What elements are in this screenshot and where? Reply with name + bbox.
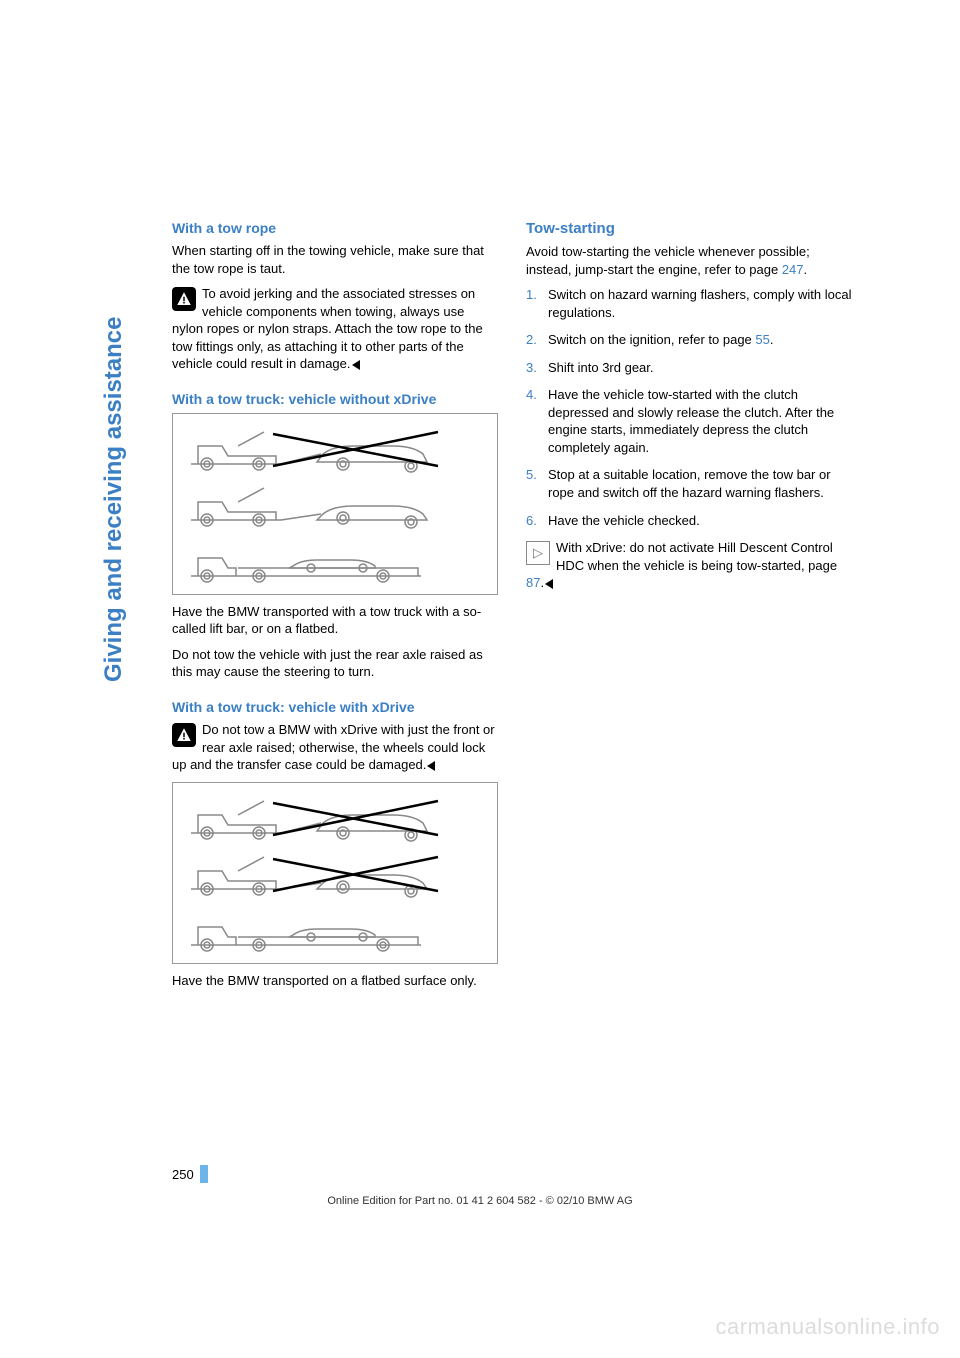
- figure-row: [183, 793, 487, 843]
- text-paragraph: Do not tow the vehicle with just the rea…: [172, 646, 498, 681]
- step-number: 3.: [526, 359, 537, 377]
- step-number: 1.: [526, 286, 537, 304]
- warning-text: To avoid jerking and the associated stre…: [172, 286, 483, 371]
- page-reference[interactable]: 55: [755, 332, 769, 347]
- text-paragraph: Have the BMW transported on a flatbed su…: [172, 972, 498, 990]
- list-item: 3. Shift into 3rd gear.: [526, 359, 852, 377]
- step-text: Switch on hazard warning flashers, compl…: [548, 287, 851, 320]
- heading-tow-starting: Tow-starting: [526, 220, 852, 237]
- left-column: With a tow rope When starting off in the…: [172, 220, 498, 997]
- warning-paragraph: To avoid jerking and the associated stre…: [172, 285, 498, 373]
- step-text: Have the vehicle tow-started with the cl…: [548, 387, 834, 455]
- step-text: Shift into 3rd gear.: [548, 360, 654, 375]
- text-paragraph: Have the BMW transported with a tow truc…: [172, 603, 498, 638]
- steps-list: 1. Switch on hazard warning flashers, com…: [526, 286, 852, 529]
- note-paragraph: ▷ With xDrive: do not activate Hill Desc…: [526, 539, 852, 592]
- figure-row: [183, 480, 487, 530]
- step-number: 2.: [526, 331, 537, 349]
- right-column: Tow-starting Avoid tow-starting the vehi…: [526, 220, 852, 997]
- step-number: 6.: [526, 512, 537, 530]
- figure-row: [183, 424, 487, 474]
- page-number: 250: [172, 1167, 194, 1182]
- figure-row: [183, 536, 487, 586]
- heading-tow-truck-no-xdrive: With a tow truck: vehicle without xDrive: [172, 391, 498, 407]
- figure-row: [183, 849, 487, 899]
- note-text: With xDrive: do not activate Hill Descen…: [556, 540, 837, 573]
- step-number: 5.: [526, 466, 537, 484]
- text-paragraph: Avoid tow-starting the vehicle whenever …: [526, 243, 852, 278]
- warning-icon: [172, 287, 196, 311]
- step-text: Have the vehicle checked.: [548, 513, 700, 528]
- warning-paragraph: Do not tow a BMW with xDrive with just t…: [172, 721, 498, 774]
- figure-row: [183, 905, 487, 955]
- note-icon: ▷: [526, 541, 550, 565]
- page-reference[interactable]: 87: [526, 575, 540, 590]
- list-item: 4. Have the vehicle tow-started with the …: [526, 386, 852, 456]
- text-span: Avoid tow-starting the vehicle whenever …: [526, 244, 810, 277]
- warning-icon: [172, 723, 196, 747]
- figure-no-xdrive: [172, 413, 498, 595]
- step-text: Switch on the ignition, refer to page: [548, 332, 755, 347]
- end-mark-icon: [545, 579, 553, 589]
- end-mark-icon: [427, 761, 435, 771]
- text-span: .: [804, 262, 808, 277]
- step-text: Stop at a suitable location, remove the …: [548, 467, 831, 500]
- list-item: 1. Switch on hazard warning flashers, com…: [526, 286, 852, 321]
- heading-tow-rope: With a tow rope: [172, 220, 498, 236]
- section-side-tab: Giving and receiving assistance: [100, 202, 130, 682]
- page-content: With a tow rope When starting off in the…: [172, 220, 852, 997]
- footer-text: Online Edition for Part no. 01 41 2 604 …: [0, 1195, 960, 1207]
- list-item: 2.Switch on the ignition, refer to page …: [526, 331, 852, 349]
- page-reference[interactable]: 247: [782, 262, 804, 277]
- heading-tow-truck-xdrive: With a tow truck: vehicle with xDrive: [172, 699, 498, 715]
- list-item: 6. Have the vehicle checked.: [526, 512, 852, 530]
- step-number: 4.: [526, 386, 537, 404]
- warning-text: Do not tow a BMW with xDrive with just t…: [172, 722, 495, 772]
- end-mark-icon: [352, 360, 360, 370]
- text-paragraph: When starting off in the towing vehicle,…: [172, 242, 498, 277]
- page-marker: [200, 1165, 208, 1183]
- figure-xdrive: [172, 782, 498, 964]
- step-text: .: [770, 332, 774, 347]
- watermark: carmanualsonline.info: [715, 1314, 940, 1340]
- list-item: 5. Stop at a suitable location, remove th…: [526, 466, 852, 501]
- note-text: .: [540, 575, 544, 590]
